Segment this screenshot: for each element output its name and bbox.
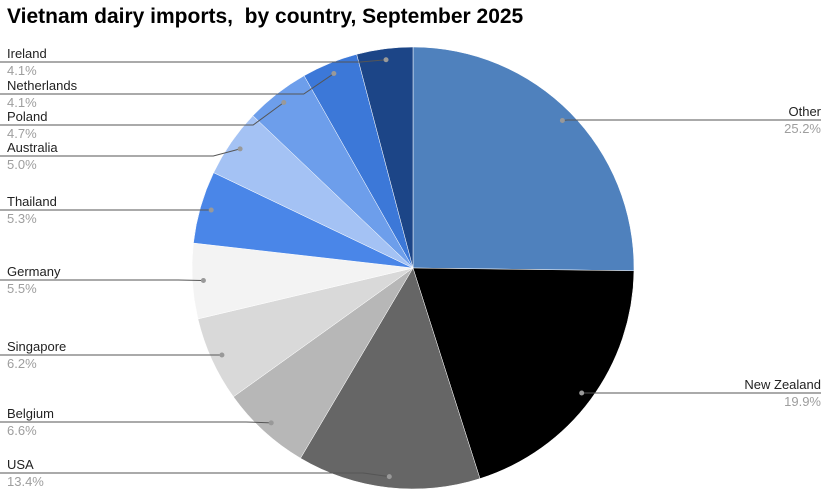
leader-line-usa: [0, 472, 390, 478]
slice-label-thailand: Thailand: [7, 194, 57, 209]
leader-dot-new-zealand: [579, 390, 585, 396]
leader-line-australia: [0, 148, 241, 157]
chart-title: Vietnam dairy imports, by country, Septe…: [7, 5, 524, 28]
leader-dot-australia: [237, 146, 243, 152]
leader-line-belgium: [0, 421, 272, 424]
slice-value-netherlands: 4.1%: [7, 95, 37, 110]
slice-value-new-zealand: 19.9%: [784, 394, 821, 409]
leader-dot-netherlands: [331, 71, 337, 77]
leader-dot-poland: [281, 100, 287, 106]
leader-line-poland: [0, 102, 285, 126]
slice-label-germany: Germany: [7, 264, 61, 279]
pie-slice-ireland: [356, 46, 414, 269]
slice-value-germany: 5.5%: [7, 281, 37, 296]
leader-dot-thailand: [208, 207, 214, 213]
slice-value-thailand: 5.3%: [7, 211, 37, 226]
leader-dot-germany: [200, 278, 206, 284]
slice-label-usa: USA: [7, 457, 34, 472]
leader-dot-belgium: [268, 420, 274, 426]
slice-label-other: Other: [788, 104, 821, 119]
leader-dot-singapore: [219, 352, 225, 358]
slice-label-australia: Australia: [7, 140, 58, 155]
pie-slice-usa: [300, 267, 481, 490]
leader-dot-ireland: [383, 57, 389, 63]
leader-line-ireland: [0, 59, 387, 63]
leader-dot-usa: [386, 474, 392, 480]
slice-label-ireland: Ireland: [7, 46, 47, 61]
slice-label-singapore: Singapore: [7, 339, 66, 354]
slice-label-netherlands: Netherlands: [7, 78, 78, 93]
pie-slice-new-zealand: [412, 267, 635, 479]
slice-label-new-zealand: New Zealand: [744, 377, 821, 392]
slice-value-australia: 5.0%: [7, 157, 37, 172]
pie-slice-other: [412, 46, 635, 272]
slice-value-belgium: 6.6%: [7, 423, 37, 438]
slice-label-belgium: Belgium: [7, 406, 54, 421]
slice-value-ireland: 4.1%: [7, 63, 37, 78]
slice-label-poland: Poland: [7, 109, 47, 124]
leader-line-germany: [0, 279, 204, 282]
slice-value-usa: 13.4%: [7, 474, 44, 489]
leader-dot-other: [559, 117, 565, 123]
slice-value-singapore: 6.2%: [7, 356, 37, 371]
slice-value-other: 25.2%: [784, 121, 821, 136]
leader-line-netherlands: [0, 73, 335, 95]
slice-value-poland: 4.7%: [7, 126, 37, 141]
